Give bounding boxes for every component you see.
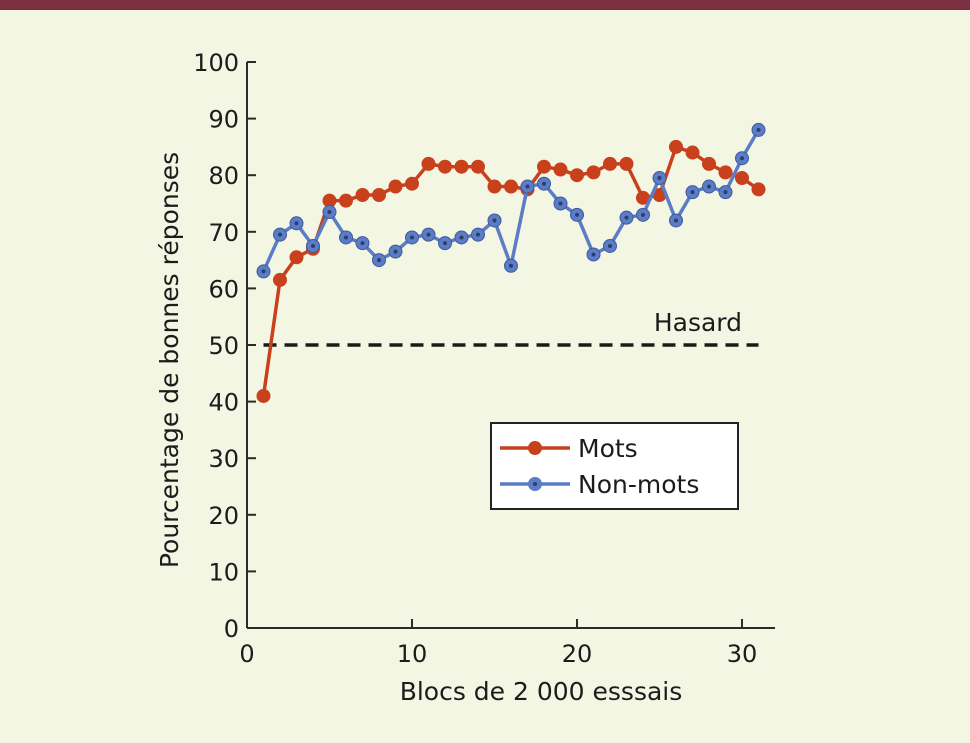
y-tick-label: 20: [208, 502, 239, 530]
y-tick-label: 70: [208, 219, 239, 247]
x-tick-label: 20: [562, 640, 593, 668]
data-point: [471, 159, 485, 174]
data-point-center: [608, 243, 612, 248]
data-point-center: [492, 218, 497, 223]
data-point-center: [426, 232, 431, 237]
data-point-center: [476, 232, 480, 237]
data-point: [454, 159, 469, 174]
data-point: [273, 272, 287, 287]
y-axis-title: Pourcentage de bonnes réponses: [155, 152, 184, 568]
data-point-center: [311, 243, 315, 248]
data-point-center: [410, 235, 414, 240]
data-point-center: [690, 190, 695, 195]
data-point-center: [591, 252, 596, 257]
data-point-center: [393, 249, 398, 254]
y-tick-label: 40: [208, 389, 239, 417]
y-tick-label: 50: [208, 332, 239, 360]
x-tick-label: 10: [397, 640, 428, 668]
data-point: [619, 156, 634, 171]
data-point: [586, 165, 601, 180]
data-point-center: [723, 190, 728, 195]
data-point-center: [707, 184, 711, 189]
data-point-center: [575, 212, 579, 217]
data-point: [718, 165, 733, 180]
data-point: [405, 176, 419, 191]
data-point-center: [327, 209, 332, 214]
data-point-center: [657, 176, 662, 181]
top-border-bar: [0, 0, 970, 10]
legend-label: Non-mots: [578, 470, 699, 499]
x-tick-label: 0: [239, 640, 254, 668]
data-point-center: [360, 241, 365, 246]
data-point: [438, 159, 452, 174]
data-point-center: [459, 235, 464, 240]
legend-marker: [528, 441, 542, 455]
data-point: [487, 179, 502, 194]
data-point: [669, 139, 683, 154]
data-point: [603, 156, 617, 171]
chart-axes: 0 10 20 30 40 50 60 70 80 90 100 0 10 20 30: [193, 49, 775, 668]
data-point: [735, 171, 749, 186]
chance-annotation: Hasard: [654, 308, 742, 337]
data-point: [289, 250, 304, 265]
legend-marker-center: [533, 482, 537, 486]
data-point: [421, 156, 436, 171]
y-tick-label: 10: [208, 558, 239, 586]
data-point-center: [294, 221, 299, 226]
data-point: [702, 156, 716, 171]
data-point-center: [558, 201, 563, 206]
data-point-center: [624, 215, 629, 220]
y-tick-label: 80: [208, 162, 239, 190]
data-point: [355, 188, 370, 203]
data-point: [504, 179, 518, 194]
data-point: [537, 159, 551, 174]
y-tick-label: 100: [193, 49, 239, 77]
legend-label: Mots: [578, 434, 638, 463]
data-point: [256, 388, 271, 403]
y-tick-label: 30: [208, 445, 239, 473]
y-tick-label: 60: [208, 275, 239, 303]
y-tick-label: 0: [224, 615, 239, 643]
data-point: [685, 145, 700, 160]
legend: Mots Non-mots: [490, 422, 739, 510]
data-point-center: [278, 232, 282, 237]
series-mots: [256, 139, 766, 403]
data-point-center: [261, 269, 266, 274]
data-point-center: [377, 258, 381, 263]
legend-item: Mots: [500, 434, 638, 463]
data-point-center: [740, 156, 744, 161]
x-axis-title: Blocs de 2 000 esssais: [400, 677, 683, 706]
data-point: [553, 162, 568, 177]
data-point: [339, 193, 353, 208]
data-point-center: [674, 218, 678, 223]
data-point-center: [443, 241, 447, 246]
data-point-center: [756, 127, 761, 132]
data-point-center: [344, 235, 348, 240]
data-point-center: [542, 181, 546, 186]
legend-item: Non-mots: [500, 470, 699, 499]
data-point: [388, 179, 403, 194]
data-point-center: [525, 184, 530, 189]
data-point-center: [509, 263, 513, 268]
y-tick-label: 90: [208, 106, 239, 134]
x-tick-label: 30: [727, 640, 758, 668]
series-layer: [256, 122, 766, 403]
legend-box: [490, 422, 739, 510]
data-point: [372, 188, 386, 203]
data-point: [570, 168, 584, 183]
data-point: [751, 182, 766, 197]
series-non-mots: [256, 122, 766, 279]
data-point-center: [641, 212, 645, 217]
